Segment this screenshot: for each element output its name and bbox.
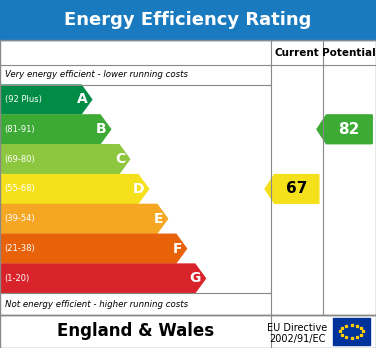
Polygon shape [265,175,319,203]
Polygon shape [2,85,92,114]
Polygon shape [2,115,111,144]
Text: Potential: Potential [323,48,376,58]
Bar [0,315,376,348]
Text: (21-38): (21-38) [5,244,35,253]
Text: 2002/91/EC: 2002/91/EC [269,334,325,344]
Bar [0,0,376,40]
Text: (39-54): (39-54) [5,214,35,223]
Polygon shape [2,204,168,233]
Polygon shape [2,264,205,293]
Text: 82: 82 [339,122,360,137]
Text: (55-68): (55-68) [5,184,35,193]
Text: A: A [76,93,87,106]
Bar [0,40,376,315]
Text: Not energy efficient - higher running costs: Not energy efficient - higher running co… [5,300,188,309]
Text: Energy Efficiency Rating: Energy Efficiency Rating [64,11,312,29]
Text: (81-91): (81-91) [5,125,35,134]
Polygon shape [2,175,149,203]
Text: (69-80): (69-80) [5,155,35,164]
Text: England & Wales: England & Wales [57,323,214,340]
Polygon shape [317,115,372,144]
Text: (1-20): (1-20) [5,274,30,283]
Text: G: G [190,271,201,285]
Text: 67: 67 [286,181,307,197]
Bar [333,318,370,345]
Text: (92 Plus): (92 Plus) [5,95,41,104]
Polygon shape [2,234,186,263]
Text: EU Directive: EU Directive [267,323,327,332]
Text: D: D [133,182,144,196]
Text: E: E [153,212,163,226]
Text: F: F [173,242,182,256]
Text: B: B [96,122,106,136]
Polygon shape [2,145,130,174]
Text: C: C [115,152,125,166]
Text: Very energy efficient - lower running costs: Very energy efficient - lower running co… [5,71,188,79]
Text: Current: Current [274,48,319,58]
